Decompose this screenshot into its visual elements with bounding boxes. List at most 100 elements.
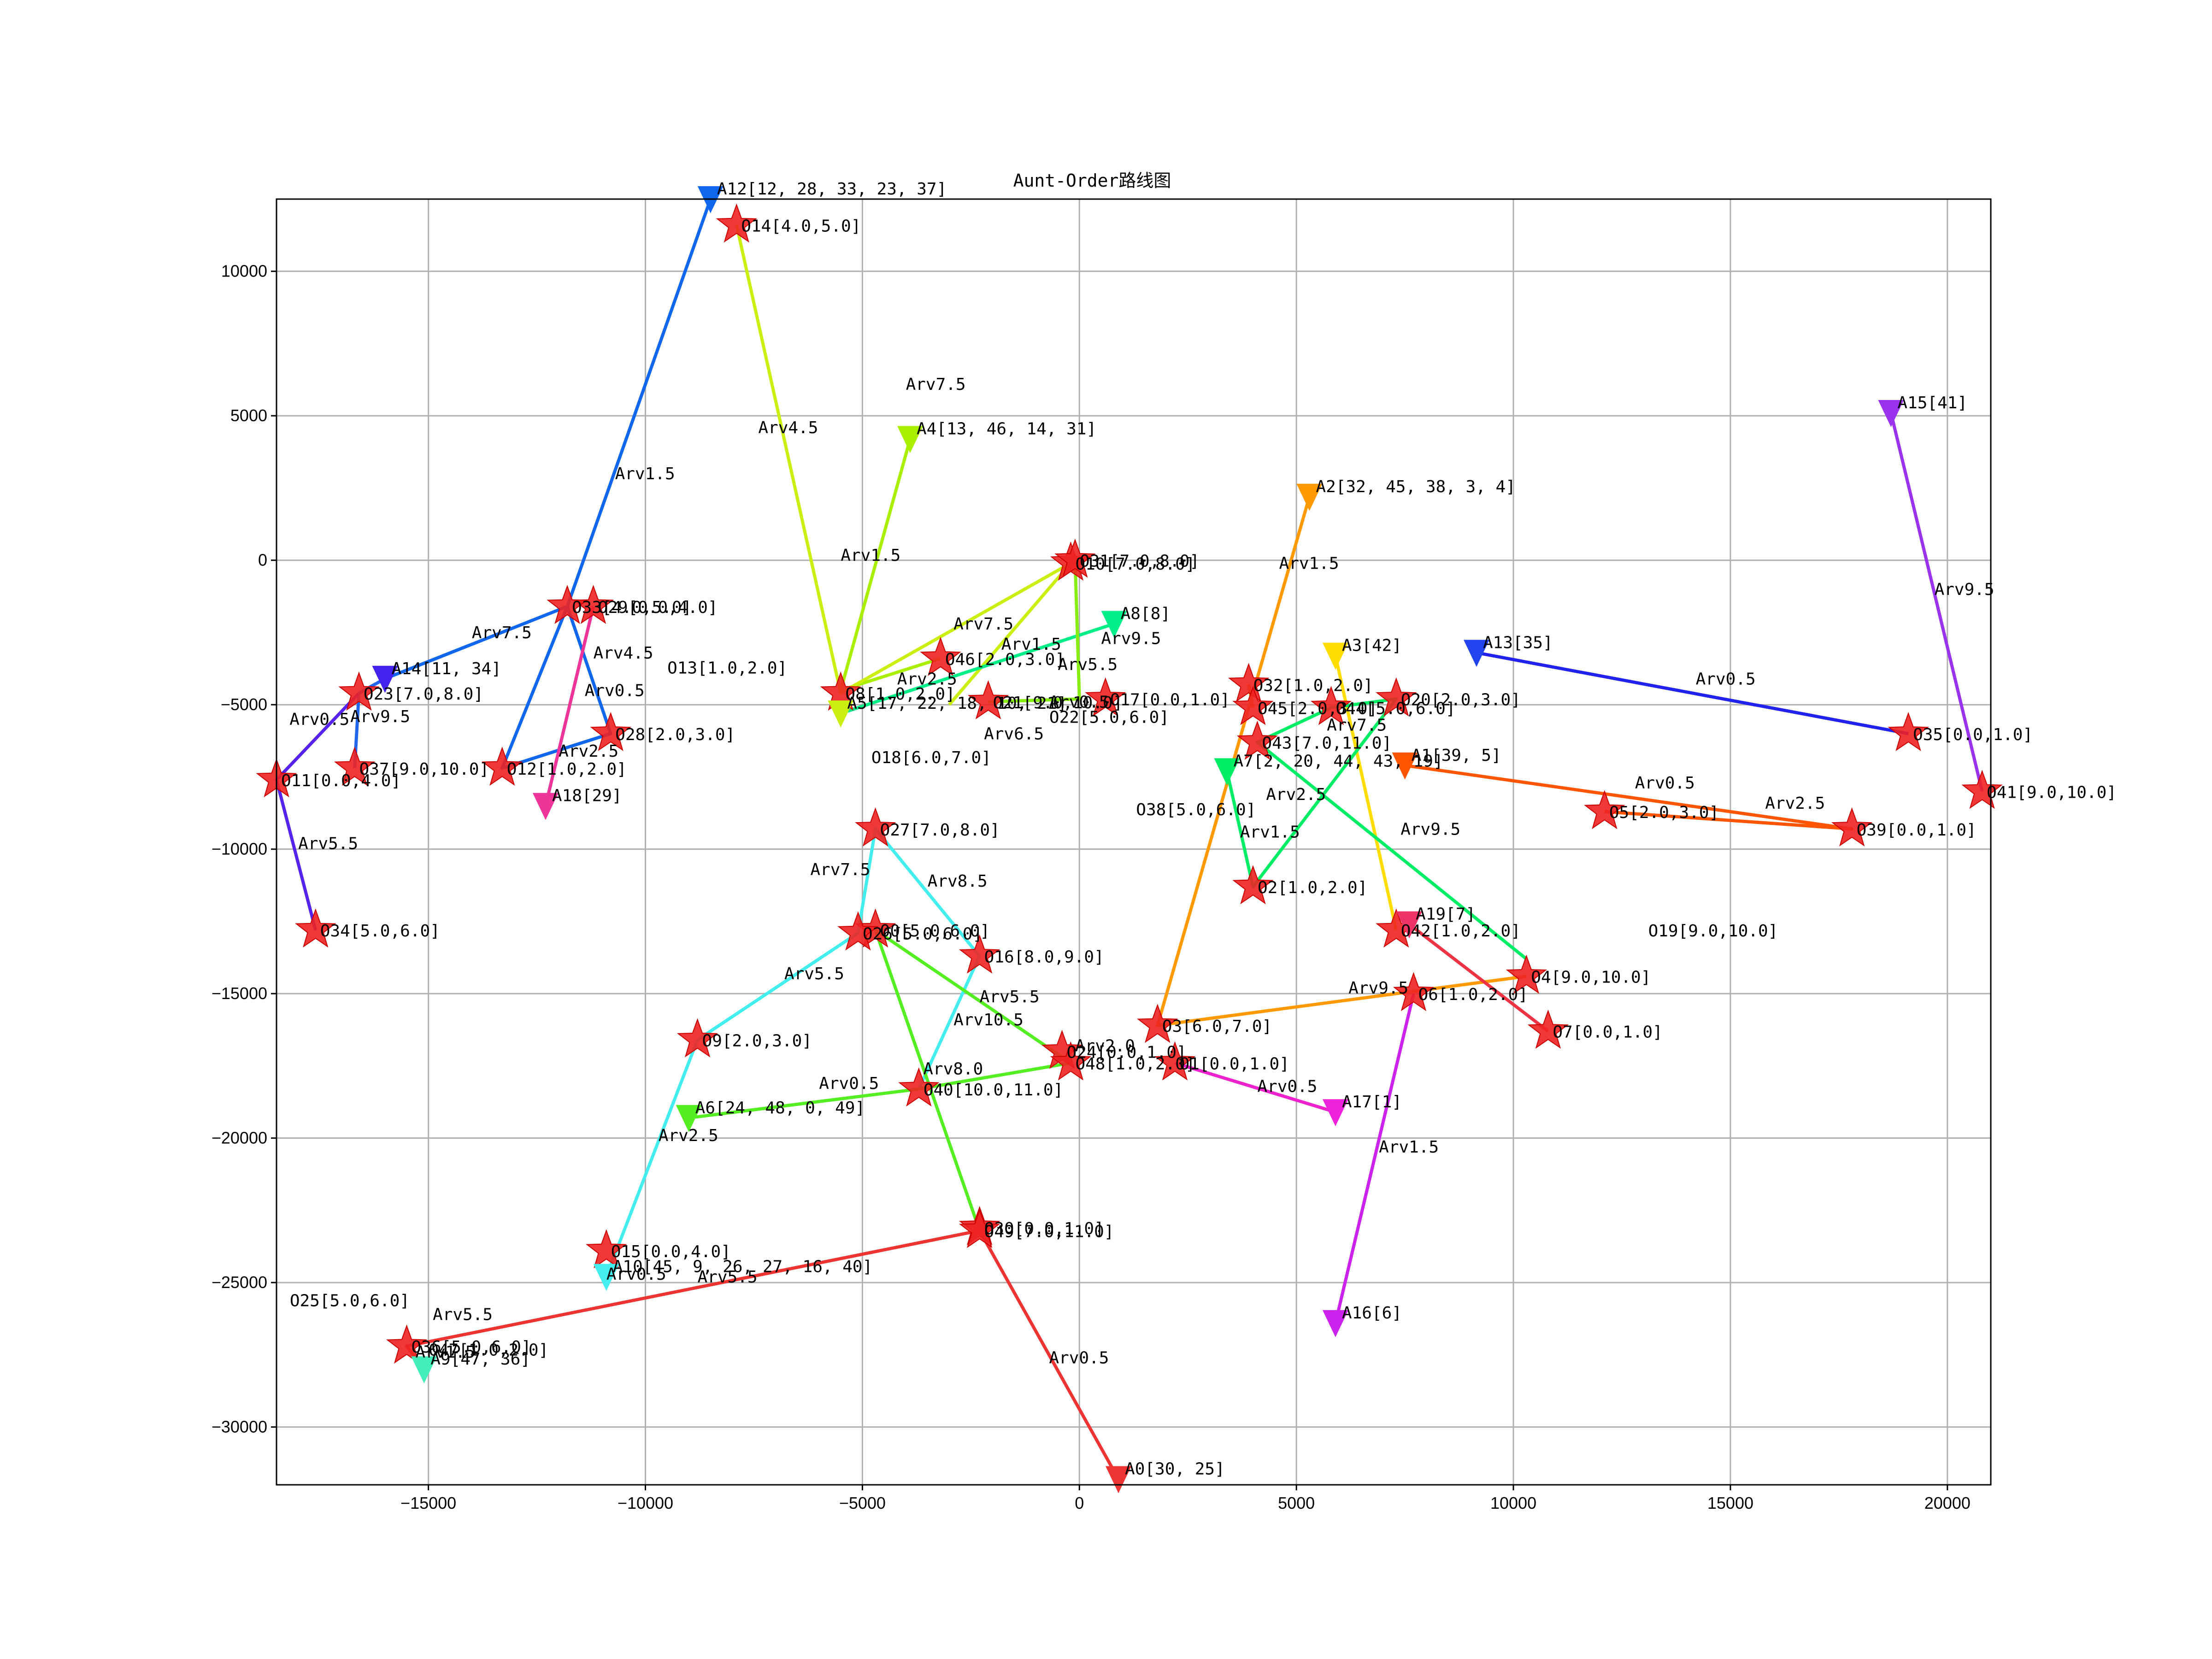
aunt-triangle [1322, 1099, 1348, 1127]
arrival-label: Arv9.5 [1935, 580, 1994, 599]
order-label: O20[2.0,3.0] [1401, 691, 1521, 710]
aunt-triangle [1106, 1466, 1132, 1494]
order-star [1393, 972, 1435, 1012]
arrival-label: Arv2.5 [1266, 785, 1326, 804]
order-label: O38[5.0,6.0] [1136, 800, 1256, 819]
x-tick-label: 5000 [1278, 1494, 1315, 1512]
y-tick-label: −10000 [212, 840, 267, 859]
x-tick-label: −5000 [839, 1494, 886, 1512]
order-star [1054, 538, 1096, 578]
order-star [898, 1067, 940, 1107]
arrival-label: Arv5.5 [298, 835, 358, 853]
arrival-label: Arv1.5 [1240, 823, 1300, 842]
order-star [1050, 1041, 1092, 1081]
arrival-label: Arv9.5 [350, 707, 410, 726]
arrival-label: Arv0.5 [1049, 1349, 1109, 1368]
order-label: O3[6.0,7.0] [1162, 1017, 1272, 1036]
y-tick-label: −5000 [221, 695, 267, 714]
route-line [735, 224, 1072, 706]
aunt-label: A18[29] [552, 787, 622, 806]
aunt-triangle [411, 1356, 437, 1384]
order-star [967, 680, 1009, 719]
arrival-label: Arv7.5 [810, 860, 870, 879]
arrival-label: Arv2.5 [659, 1126, 718, 1145]
order-label: O12[1.0,2.0] [507, 760, 627, 779]
route-line [500, 606, 612, 770]
arrival-label: Arv5.5 [698, 1268, 758, 1287]
order-star [1376, 677, 1417, 717]
arrival-label: Arv5.5 [980, 988, 1040, 1006]
aunt-triangle [1464, 640, 1489, 667]
arrival-label: Arv0.5 [1257, 1077, 1317, 1096]
aunt-triangle [372, 665, 398, 693]
order-label: O19[9.0,10.0] [1648, 922, 1778, 941]
order-label: O16[8.0,9.0] [984, 948, 1104, 967]
x-tick-label: 15000 [1707, 1494, 1753, 1512]
order-star [959, 1209, 1000, 1248]
order-label: O42[1.0,2.0] [1401, 922, 1521, 941]
aunt-label: A17[1] [1342, 1093, 1402, 1112]
aunt-triangle [1296, 483, 1323, 511]
aunt-triangle [1214, 758, 1240, 786]
order-label: O43[7.0,11.0] [1262, 734, 1392, 753]
arrival-label: Arv5.5 [1058, 655, 1118, 674]
order-label: O36[5.0,6.0] [412, 1338, 531, 1357]
order-label: O40[10.0,11.0] [924, 1081, 1063, 1100]
order-star [1888, 712, 1929, 751]
arrival-label: Arv8.0 [923, 1060, 983, 1079]
aunt-label: A12[12, 28, 33, 23, 37] [717, 180, 947, 199]
route-line [605, 827, 982, 1277]
order-label: O7[0.0,1.0] [1553, 1023, 1662, 1042]
order-label: O13[1.0,2.0] [667, 659, 787, 678]
order-label: O1[0.0,1.0] [1179, 1055, 1289, 1074]
order-star [837, 911, 879, 951]
arrival-label: Arv7.5 [1327, 716, 1387, 735]
y-tick-label: −15000 [212, 984, 267, 1003]
order-star [959, 934, 1000, 974]
order-label: O22[5.0,6.0] [1049, 708, 1169, 727]
route-line [1225, 697, 1528, 960]
x-tick-label: −15000 [400, 1494, 456, 1512]
arrival-label: Arv7.5 [906, 375, 966, 394]
order-star [1137, 1004, 1178, 1043]
order-label: O39[0.0,1.0] [1857, 821, 1977, 840]
aunt-triangle [532, 793, 559, 820]
order-star [338, 671, 380, 711]
aunt-triangle [1322, 1310, 1348, 1337]
arrival-label: Arv7.5 [472, 624, 532, 642]
aunt-label: A3[42] [1342, 636, 1402, 655]
arrival-label: Arv1.5 [415, 1343, 475, 1362]
order-label: O27[7.0,8.0] [880, 821, 1000, 840]
arrival-label: Arv4.5 [593, 644, 653, 663]
order-label: O10[7.0,8.0] [1075, 555, 1195, 574]
aunt-triangle [1396, 911, 1423, 939]
aunt-label: A15[41] [1897, 394, 1967, 412]
order-label: O48[1.0,2.0] [1075, 1055, 1195, 1074]
axis-ticks: −15000 −10000 −5000 0 5000 10000 15000 20000 100… [212, 262, 1971, 1512]
route-line [988, 560, 1081, 704]
route-line [544, 606, 595, 806]
order-star [295, 908, 336, 948]
order-star [1506, 954, 1547, 994]
order-label: O35[0.0,1.0] [1913, 725, 2033, 744]
x-tick-label: 0 [1075, 1494, 1084, 1512]
aunt-triangle [676, 1105, 702, 1132]
arrival-label: Arv8.5 [928, 872, 988, 891]
route-line [1408, 923, 1549, 1033]
y-tick-label: −20000 [212, 1129, 267, 1147]
order-markers [256, 203, 2003, 1364]
route-line [840, 622, 1115, 715]
order-label: O11[0.0,4.0] [281, 771, 401, 790]
order-label: O25[5.0,6.0] [290, 1292, 410, 1311]
aunt-triangle [1101, 611, 1127, 638]
aunt-triangle [1392, 752, 1418, 780]
order-label: O23[7.0,8.0] [364, 685, 483, 704]
y-tick-label: −25000 [212, 1273, 267, 1292]
order-label: O6[1.0,2.0] [1418, 985, 1528, 1004]
arrival-label: Arv2.5 [897, 670, 957, 688]
arrival-label: Arv1.5 [841, 546, 900, 565]
aunt-label: A10[45, 9, 26, 27, 16, 40] [613, 1258, 873, 1277]
aunt-label: A14[11, 34] [391, 659, 501, 678]
arrival-label: Arv9.5 [1101, 629, 1161, 648]
order-star [1085, 677, 1126, 717]
